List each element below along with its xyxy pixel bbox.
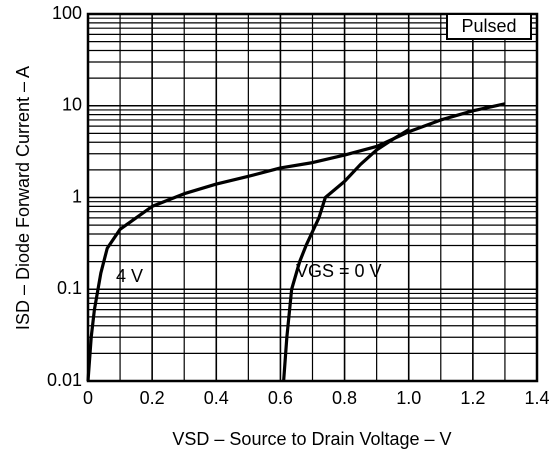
legend-box [446, 13, 532, 40]
y-tick-label: 10 [62, 95, 82, 115]
y-tick-label: 100 [52, 3, 82, 23]
curve [86, 102, 506, 382]
x-tick-label: 0.2 [140, 388, 165, 408]
y-tick-label: 0.01 [47, 370, 82, 390]
x-tick-label: 0.8 [332, 388, 357, 408]
x-axis-label: VSD – Source to Drain Voltage – V [172, 429, 451, 449]
y-axis-label: ISD – Diode Forward Current – A [13, 66, 33, 330]
pulsed-label: Pulsed [461, 16, 516, 36]
y-tick-label: 0.1 [57, 278, 82, 298]
x-tick-label: 0 [83, 388, 93, 408]
x-tick-label: 1.0 [396, 388, 421, 408]
annotation: 4 V [116, 266, 143, 286]
curve [282, 128, 410, 382]
x-tick-label: 1.4 [524, 388, 549, 408]
x-tick-label: 1.2 [460, 388, 485, 408]
x-tick-label: 0.4 [204, 388, 229, 408]
annotation: VGS = 0 V [296, 261, 382, 281]
plot-frame [86, 12, 539, 383]
x-tick-label: 0.6 [268, 388, 293, 408]
y-tick-label: 1 [72, 186, 82, 206]
